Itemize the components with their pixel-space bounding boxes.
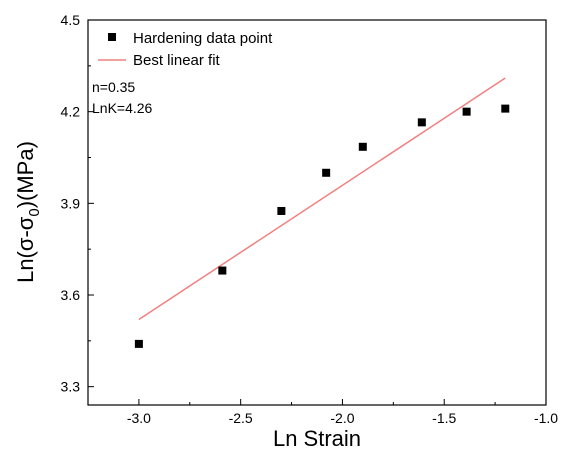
data-point (218, 266, 227, 275)
y-tick-label: 4.5 (61, 12, 81, 28)
legend-label-hardening: Hardening data point (133, 30, 273, 47)
legend: Hardening data point Best linear fit (98, 30, 273, 69)
y-axis-title-pre: Ln(σ-σ (13, 216, 38, 283)
data-points-layer (134, 104, 510, 348)
annotation-lnk: LnK=4.26 (92, 100, 153, 116)
fit-line (138, 77, 506, 321)
y-axis-title-post: )(MPa) (13, 141, 38, 208)
x-tick-label: -2.5 (229, 410, 253, 426)
legend-label-fit: Best linear fit (133, 52, 221, 69)
legend-marker-square (108, 33, 116, 41)
data-point (462, 107, 471, 116)
y-tick-label: 3.9 (61, 195, 81, 211)
y-axis-title-sub: 0 (26, 208, 43, 216)
y-tick-label: 4.2 (61, 104, 81, 120)
y-axis-title: Ln(σ-σ0)(MPa) (13, 141, 43, 283)
x-tick-label: -1.0 (534, 410, 558, 426)
annotation-n: n=0.35 (92, 79, 135, 95)
fit-line-layer (138, 77, 506, 321)
y-tick-label: 3.3 (61, 379, 81, 395)
axis-ticks: -3.0 -2.5 -2.0 -1.5 -1.0 3.3 3.6 3.9 4.2 4.5 (61, 12, 559, 426)
x-axis-title: Ln Strain (273, 426, 361, 451)
x-tick-label: -2.0 (330, 410, 354, 426)
data-point (417, 118, 426, 127)
data-point (134, 339, 143, 348)
data-point (501, 104, 510, 113)
y-tick-label: 3.6 (61, 287, 81, 303)
plot-frame (87, 19, 547, 406)
x-tick-label: -3.0 (127, 410, 151, 426)
x-tick-label: -1.5 (432, 410, 456, 426)
data-point (322, 168, 331, 177)
data-point (277, 206, 286, 215)
data-point (358, 142, 367, 151)
